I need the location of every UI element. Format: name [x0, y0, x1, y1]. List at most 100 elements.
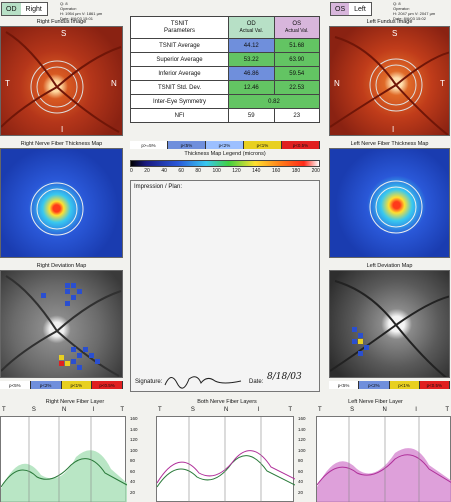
legend-p5: p<5% — [0, 381, 31, 389]
x-label: N — [382, 407, 387, 413]
graph-y-ticks-left: 160 140 120 100 80 60 40 20 — [130, 414, 150, 498]
left-graph-x-labels: T S N I T — [318, 407, 449, 413]
right-info-line: Date: 8/6/03 15:01 — [60, 16, 93, 21]
table-row: TSNIT Average 44.12 51.68 — [130, 38, 320, 53]
y-tick: 20 — [298, 489, 304, 495]
tick: 80 — [195, 168, 201, 174]
param-header-1: TSNIT — [170, 20, 189, 27]
center-probability-legend: p>=5% p<5% p<2% p<1% p<0.5% — [130, 141, 320, 149]
y-tick: 80 — [130, 458, 136, 463]
right-nfl-graph — [0, 416, 128, 502]
row-os-value: 22.53 — [273, 80, 320, 95]
od-tag: OD — [2, 3, 21, 15]
table-row: NFI 59 23 — [130, 108, 320, 123]
impression-label: Impression / Plan: — [134, 184, 183, 190]
os-tag: OS — [331, 3, 350, 15]
row-label: TSNIT Std. Dev. — [130, 80, 229, 95]
tick: 140 — [252, 168, 261, 174]
date-label: Date: — [249, 379, 264, 385]
nfi-od-value: 59 — [228, 108, 275, 123]
right-deviation-map — [0, 270, 123, 378]
inter-eye-value: 0.82 — [228, 94, 320, 109]
x-label: T — [158, 407, 162, 413]
od-header: OD — [246, 20, 256, 27]
right-nfl-plot — [0, 417, 128, 502]
right-deviation-overlay — [1, 275, 122, 377]
table-row: TSNIT Std. Dev. 12.46 22.53 — [130, 80, 320, 95]
signature-row: Signature: Date: 8/18/03 — [135, 369, 317, 389]
right-quad-t: T — [5, 79, 10, 88]
y-tick: 100 — [298, 447, 306, 453]
legend-p5: p<5% — [329, 381, 360, 389]
legend-p05: p<0.5% — [282, 141, 320, 149]
os-badge: OS Left — [330, 2, 372, 16]
table-header-row: TSNIT Parameters OD Actual Val. OS Actua… — [130, 16, 320, 39]
impression-box[interactable]: Impression / Plan: Signature: Date: 8/18… — [130, 180, 320, 392]
thickness-color-bar — [130, 160, 320, 167]
right-fundus-title: Right Fundus Image — [36, 19, 87, 25]
left-quad-n: N — [334, 79, 340, 88]
right-info-line: H: 1954 µm V: 1861 µm — [60, 11, 103, 16]
tick: 40 — [161, 168, 167, 174]
y-tick: 40 — [298, 479, 304, 484]
tick: 20 — [144, 168, 150, 174]
right-info-line: Q: 8 — [60, 1, 68, 6]
row-label: Superior Average — [130, 52, 229, 67]
nfi-label: NFI — [130, 108, 229, 123]
y-tick: 120 — [298, 437, 306, 442]
left-deviation-title: Left Deviation Map — [366, 263, 413, 269]
x-label: S — [350, 407, 355, 413]
od-name: Right — [20, 3, 47, 15]
legend-p05: p<0.5% — [92, 381, 123, 389]
od-actual-label: Actual Val. — [239, 27, 264, 34]
x-label: T — [2, 407, 6, 413]
legend-p2: p<2% — [359, 381, 390, 389]
row-od-value: 53.22 — [228, 52, 275, 67]
os-name: Left — [349, 3, 371, 15]
y-tick: 60 — [130, 468, 136, 474]
row-label: Inferior Average — [130, 66, 229, 81]
left-thickness-overlay — [369, 180, 423, 234]
legend-p1: p<1% — [389, 381, 420, 389]
thickness-legend-title: Thickness Map Legend (microns) — [184, 151, 266, 157]
row-label: TSNIT Average — [130, 38, 229, 53]
x-label: I — [92, 407, 95, 413]
table-row: Inter-Eye Symmetry 0.82 — [130, 94, 320, 109]
right-graph-title: Right Nerve Fiber Layer — [45, 399, 105, 405]
x-label: S — [190, 407, 195, 413]
x-label: T — [288, 407, 292, 413]
os-header-cell: OS Actual Val. — [273, 16, 320, 39]
y-tick: 140 — [298, 426, 306, 432]
signature-scribble — [164, 376, 242, 389]
y-tick: 160 — [298, 416, 306, 421]
left-info-line: Q: 8 — [393, 1, 401, 6]
row-od-value: 12.46 — [228, 80, 275, 95]
right-quad-n: N — [111, 79, 117, 88]
legend-p05: p<0.5% — [419, 381, 450, 389]
tick: 100 — [212, 168, 221, 174]
y-tick: 40 — [130, 479, 136, 484]
left-probability-legend: p<5% p<2% p<1% p<0.5% — [329, 381, 450, 389]
left-thickness-map — [329, 148, 450, 258]
tick: 180 — [291, 168, 301, 174]
right-thickness-map — [0, 148, 123, 258]
tick: 160 — [271, 168, 281, 174]
date-value: 8/18/03 — [267, 372, 302, 382]
y-tick: 140 — [130, 426, 138, 432]
od-header-cell: OD Actual Val. — [228, 16, 275, 39]
left-info-line: H: 2047 µm V: 2047 µm — [393, 11, 436, 16]
row-od-value: 44.12 — [228, 38, 275, 53]
right-quad-i: I — [61, 125, 64, 134]
left-deviation-overlay — [330, 280, 449, 377]
os-actual-label: Actual Val. — [284, 27, 309, 34]
left-info-line: Operator: — [393, 6, 410, 11]
left-scan-info: Q: 8 Operator: H: 2047 µm V: 2047 µm Dat… — [393, 1, 451, 21]
tick: 0 — [130, 168, 133, 174]
legend-p1: p<1% — [244, 141, 282, 149]
tick: 120 — [232, 168, 241, 174]
os-header: OS — [292, 20, 302, 27]
left-fundus-overlay — [330, 36, 449, 135]
left-rnfl-title: Left Nerve Fiber Thickness Map — [350, 141, 429, 147]
right-rnfl-title: Right Nerve Fiber Thickness Map — [20, 141, 103, 147]
left-quad-s: S — [392, 29, 398, 38]
